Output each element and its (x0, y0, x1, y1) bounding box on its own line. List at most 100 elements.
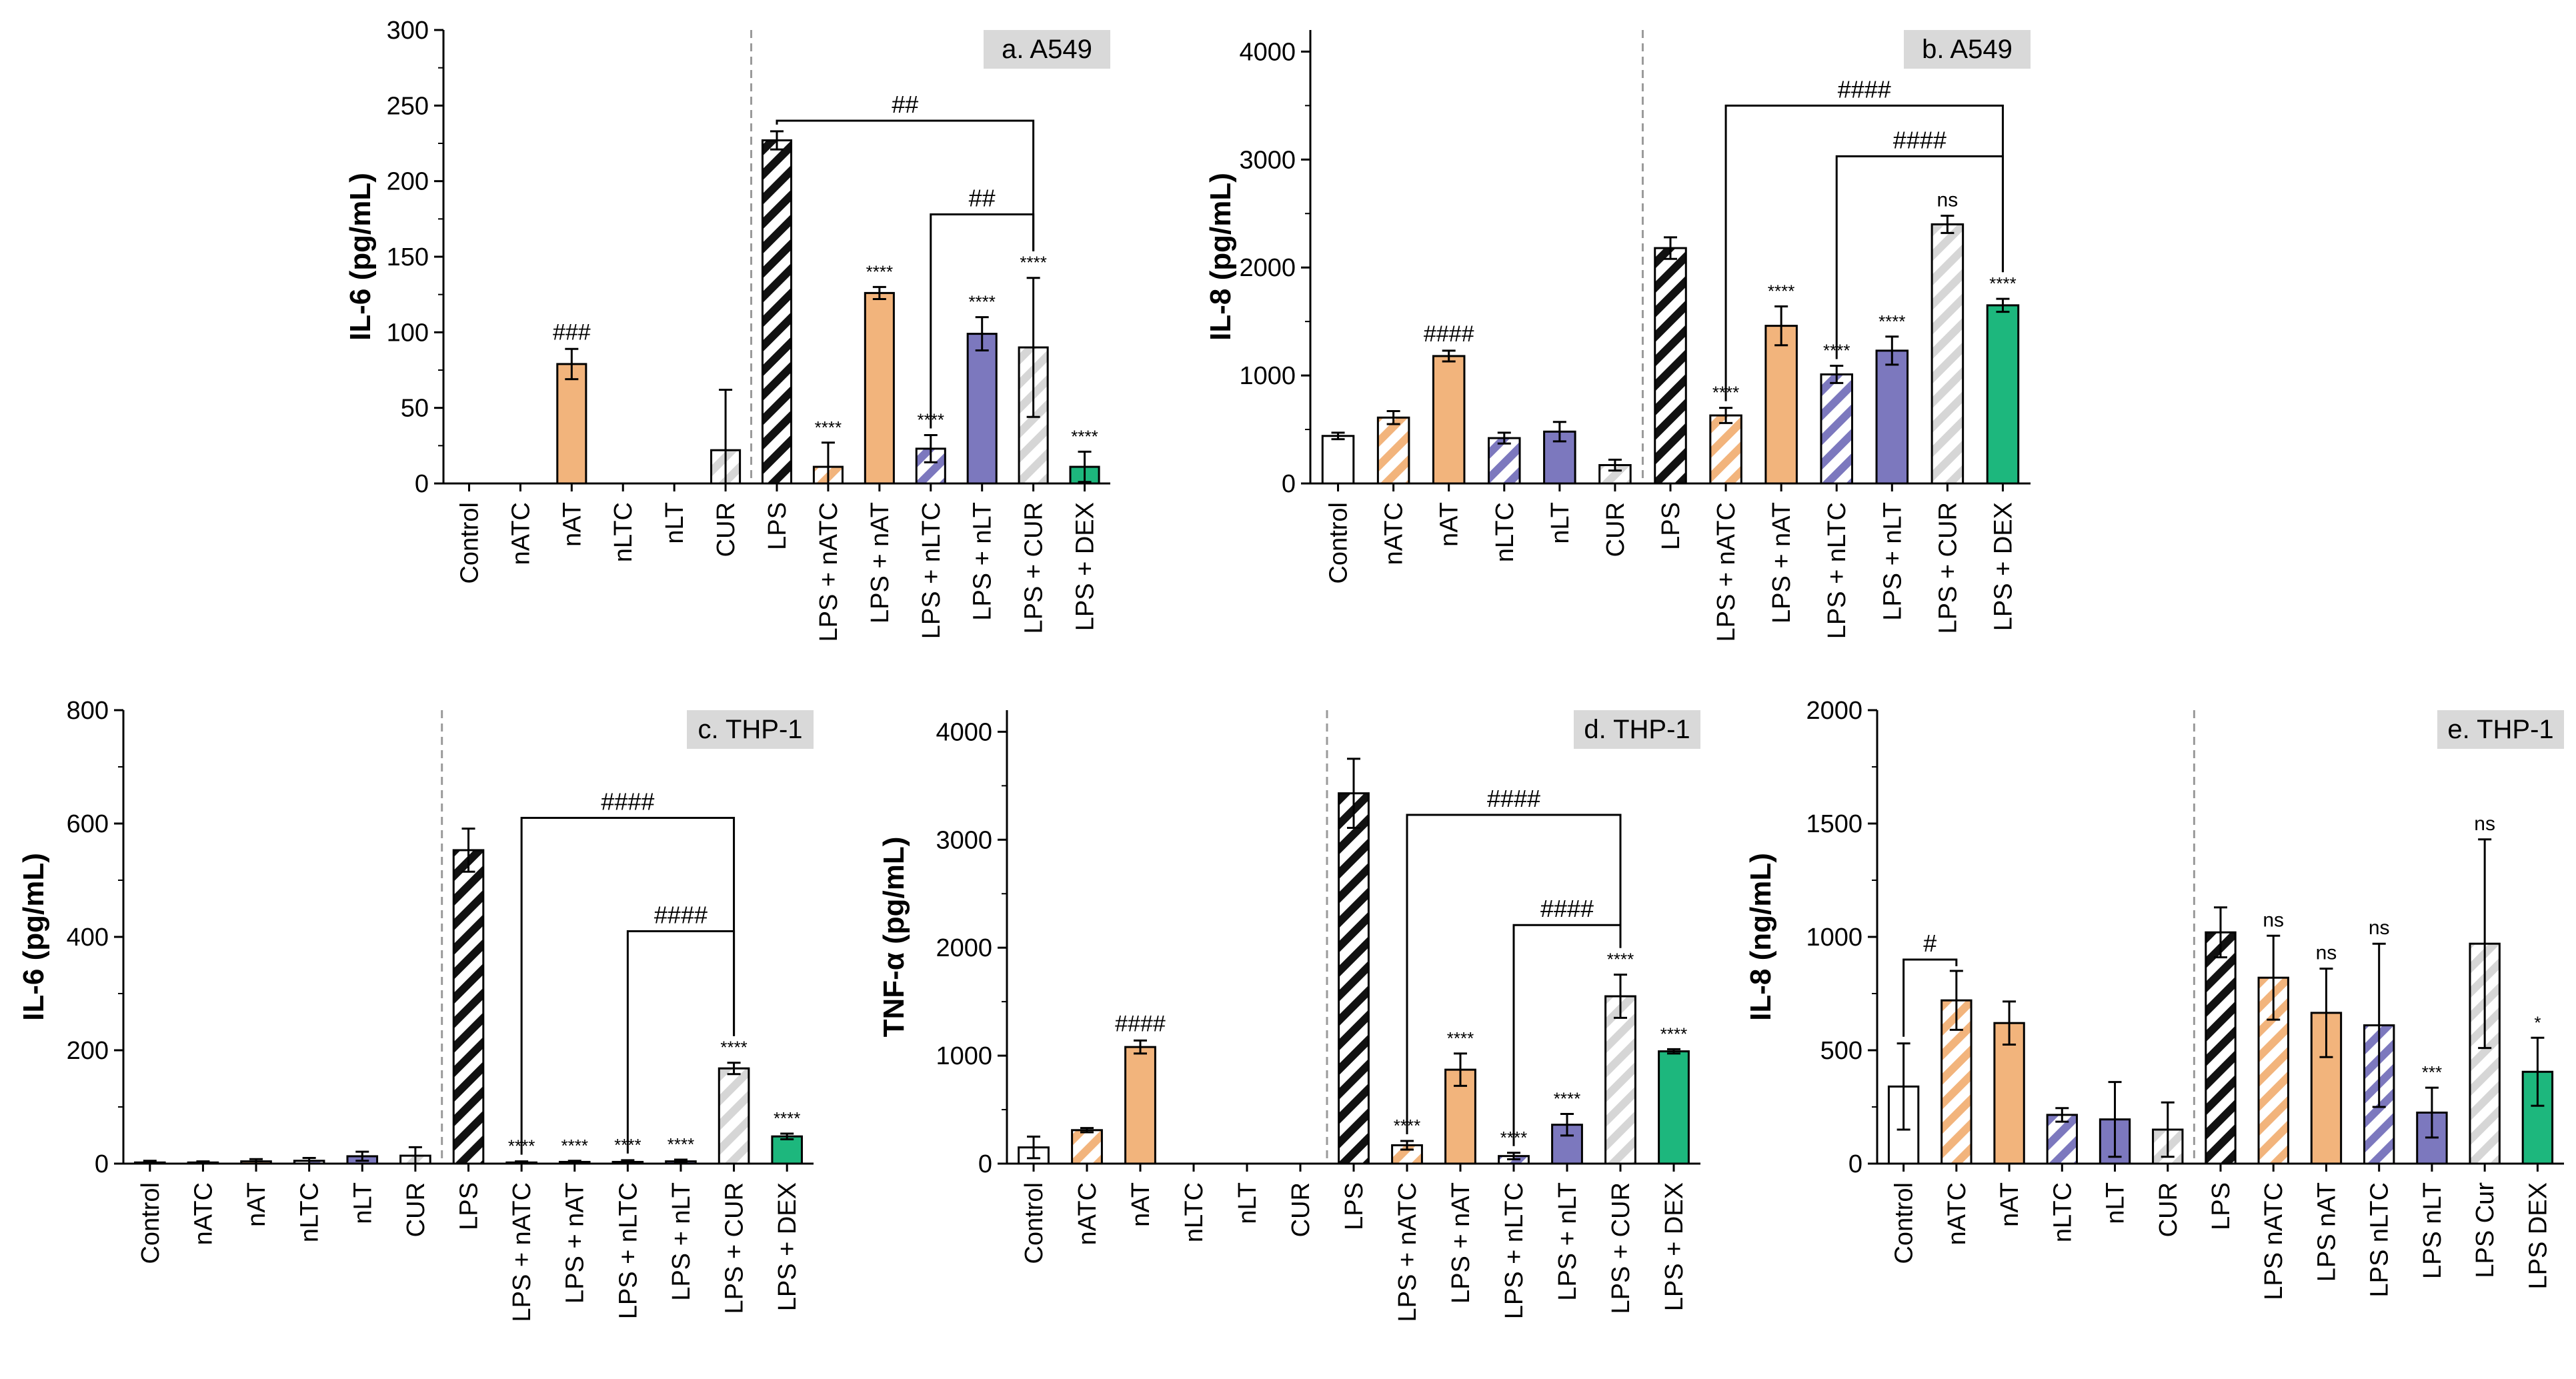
x-tick-label: LPS + nATC (1394, 1182, 1422, 1322)
x-tick-label: LPS nLT (2419, 1182, 2447, 1279)
y-tick-label: 0 (1848, 1150, 1862, 1178)
y-tick-label: 0 (978, 1150, 992, 1178)
significance-label: *** (2422, 1062, 2442, 1082)
x-tick-label: LPS + nLTC (918, 502, 946, 639)
significance-label: ### (553, 319, 591, 345)
panel-title: a. A549 (1002, 35, 1092, 64)
significance-bracket (520, 817, 736, 1155)
significance-label: **** (1071, 426, 1098, 446)
x-tick-label: LPS + nLT (668, 1182, 696, 1301)
x-tick-label: nLT (2102, 1182, 2130, 1224)
y-tick-label: 100 (387, 319, 429, 347)
y-tick-label: 0 (95, 1150, 109, 1178)
y-tick-label: 2000 (1806, 697, 1862, 725)
significance-bracket (776, 119, 1035, 251)
x-tick-label: LPS (1657, 502, 1685, 550)
x-tick-label: nLT (349, 1182, 377, 1224)
y-tick-label: 3000 (1239, 146, 1296, 174)
bar-nat (556, 363, 587, 485)
x-tick-label: LPS + nAT (561, 1182, 589, 1304)
x-tick-label: LPS + nAT (866, 502, 894, 623)
x-tick-label: CUR (1602, 502, 1630, 557)
x-tick-label: LPS + nAT (1447, 1182, 1475, 1304)
x-tick-label: nLTC (609, 502, 637, 562)
significance-label: **** (1878, 311, 1905, 331)
x-tick-label: LPS (455, 1182, 483, 1230)
y-tick-label: 4000 (936, 718, 992, 746)
bar-lps-dex (771, 1135, 803, 1165)
x-tick-label: LPS nAT (2313, 1182, 2341, 1282)
x-tick-label: LPS + nLTC (1823, 502, 1851, 639)
x-tick-label: LPS + CUR (1934, 502, 1962, 633)
bracket-label: #### (654, 902, 708, 929)
significance-label: **** (1660, 1024, 1687, 1044)
x-tick-label: LPS + CUR (721, 1182, 749, 1314)
y-tick-label: 200 (387, 168, 429, 196)
significance-label: **** (668, 1134, 694, 1154)
x-tick-label: nAT (243, 1182, 271, 1227)
y-tick-label: 4000 (1239, 38, 1296, 66)
x-tick-label: Control (1890, 1182, 1918, 1264)
panel-title: b. A549 (1922, 35, 2013, 64)
x-tick-label: LPS (2207, 1182, 2235, 1230)
x-tick-label: CUR (712, 502, 740, 557)
x-tick-label: LPS (764, 502, 792, 550)
y-tick-label: 0 (1282, 470, 1296, 498)
y-tick-label: 150 (387, 243, 429, 271)
bar-lps-nat (864, 291, 895, 485)
bar-nltc (1488, 437, 1521, 485)
x-tick-label: nLT (661, 502, 689, 544)
bracket-label: #### (1540, 895, 1594, 922)
x-tick-label: Control (455, 502, 483, 584)
significance-label: **** (774, 1108, 800, 1128)
y-tick-label: 600 (67, 810, 109, 838)
significance-bracket (1512, 924, 1622, 1146)
x-tick-label: nAT (558, 502, 586, 547)
significance-label: ns (1937, 189, 1959, 211)
x-tick-label: CUR (402, 1182, 430, 1237)
bar-lps-nltc (1820, 373, 1853, 485)
bracket-label: #### (1487, 785, 1540, 812)
x-tick-label: LPS + nLTC (1500, 1182, 1528, 1319)
y-tick-label: 2000 (936, 934, 992, 962)
x-tick-label: nLTC (1180, 1182, 1208, 1242)
y-tick-label: 200 (67, 1037, 109, 1065)
bracket-label: ## (969, 185, 996, 212)
significance-label: **** (1768, 281, 1794, 301)
x-tick-label: nAT (1127, 1182, 1155, 1227)
bar-lps-dex (1658, 1050, 1690, 1165)
significance-label: **** (866, 261, 893, 281)
significance-label: **** (1989, 273, 2016, 293)
y-tick-label: 1500 (1806, 810, 1862, 838)
y-tick-label: 1000 (936, 1042, 992, 1070)
bar-lps-dex (1986, 304, 2020, 485)
x-tick-label: LPS nATC (2260, 1182, 2288, 1300)
y-axis-label: IL-6 (pg/mL) (344, 173, 377, 341)
x-tick-label: LPS nLTC (2366, 1182, 2394, 1297)
x-tick-label: nATC (189, 1182, 217, 1245)
bar-lps-nat (1764, 325, 1798, 485)
y-tick-label: 1000 (1806, 924, 1862, 952)
x-tick-label: nATC (1943, 1182, 1971, 1245)
x-tick-label: CUR (2155, 1182, 2183, 1237)
x-tick-label: LPS + nAT (1768, 502, 1796, 623)
bracket-label: #### (1838, 75, 1891, 103)
bar-lps-nlt (966, 333, 998, 485)
significance-bracket (1835, 155, 2004, 359)
y-axis-label: IL-8 (ng/mL) (1744, 853, 1777, 1021)
x-tick-label: LPS + DEX (774, 1182, 802, 1311)
x-tick-label: LPS + DEX (1989, 502, 2017, 631)
significance-label: **** (1447, 1028, 1474, 1048)
significance-label: ns (2263, 909, 2284, 931)
x-tick-label: LPS Cur (2471, 1182, 2499, 1278)
chart-panel-2: ####****************ns****########010002… (1204, 30, 2031, 641)
bar-lps-nlt (1875, 349, 1909, 485)
bar-lps-natc (1709, 414, 1742, 485)
significance-label: ns (2474, 813, 2495, 835)
significance-label: **** (1554, 1089, 1580, 1109)
bracket-label: #### (1893, 126, 1947, 153)
significance-label: * (2534, 1012, 2541, 1032)
significance-bracket (1406, 814, 1622, 1134)
panel-label-box (1574, 710, 1700, 749)
